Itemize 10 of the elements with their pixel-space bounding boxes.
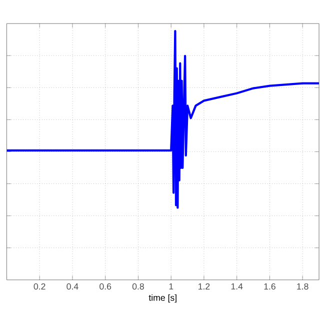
x-tick-label: 0.4	[66, 283, 78, 290]
x-tick-label: 0.8	[132, 283, 144, 290]
x-tick-label: 1.2	[198, 283, 210, 290]
x-tick-label: 1	[169, 283, 174, 290]
x-tick-label: 1.4	[231, 283, 243, 290]
x-axis-title: time [s]	[148, 294, 176, 302]
x-tick-label: 0.2	[34, 283, 46, 290]
x-tick-label: 1.6	[264, 283, 276, 290]
x-tick-label: 0.6	[100, 283, 112, 290]
x-tick-label: 1.8	[297, 283, 308, 290]
